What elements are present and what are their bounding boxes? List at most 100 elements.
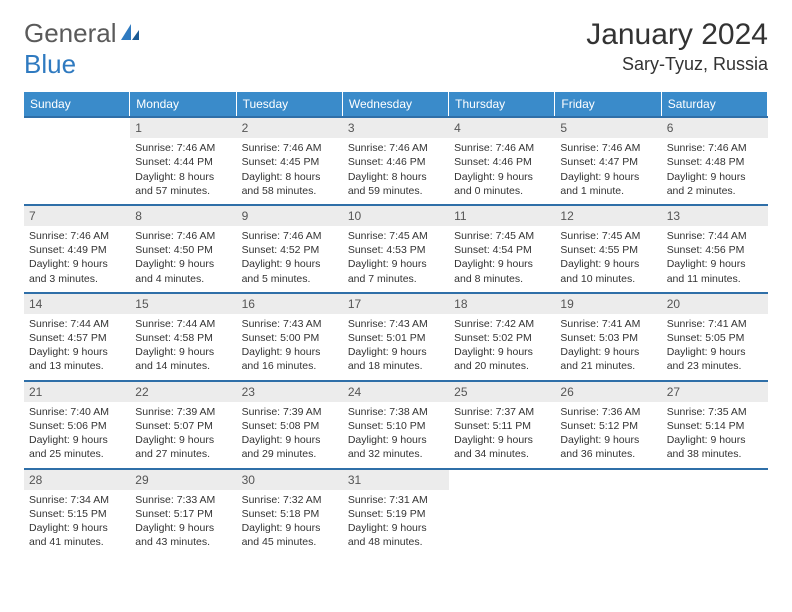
day-body: Sunrise: 7:44 AMSunset: 4:56 PMDaylight:… (662, 226, 768, 292)
sunset-line: Sunset: 4:57 PM (29, 331, 125, 345)
day-number: 24 (343, 382, 449, 402)
calendar-cell: 25Sunrise: 7:37 AMSunset: 5:11 PMDayligh… (449, 380, 555, 468)
calendar-cell: 30Sunrise: 7:32 AMSunset: 5:18 PMDayligh… (237, 468, 343, 556)
day-body: Sunrise: 7:37 AMSunset: 5:11 PMDaylight:… (449, 402, 555, 468)
daylight-line: Daylight: 9 hours and 45 minutes. (242, 521, 338, 549)
calendar-cell: 5Sunrise: 7:46 AMSunset: 4:47 PMDaylight… (555, 116, 661, 204)
day-body: Sunrise: 7:35 AMSunset: 5:14 PMDaylight:… (662, 402, 768, 468)
day-body: Sunrise: 7:38 AMSunset: 5:10 PMDaylight:… (343, 402, 449, 468)
weekday-header: Friday (555, 92, 661, 116)
daylight-line: Daylight: 9 hours and 41 minutes. (29, 521, 125, 549)
daylight-line: Daylight: 9 hours and 21 minutes. (560, 345, 656, 373)
daylight-line: Daylight: 9 hours and 3 minutes. (29, 257, 125, 285)
calendar-cell: 15Sunrise: 7:44 AMSunset: 4:58 PMDayligh… (130, 292, 236, 380)
calendar-cell: 28Sunrise: 7:34 AMSunset: 5:15 PMDayligh… (24, 468, 130, 556)
sunrise-line: Sunrise: 7:46 AM (29, 229, 125, 243)
day-body: Sunrise: 7:44 AMSunset: 4:57 PMDaylight:… (24, 314, 130, 380)
sunset-line: Sunset: 5:17 PM (135, 507, 231, 521)
sunset-line: Sunset: 4:58 PM (135, 331, 231, 345)
calendar-cell: 22Sunrise: 7:39 AMSunset: 5:07 PMDayligh… (130, 380, 236, 468)
daylight-line: Daylight: 9 hours and 16 minutes. (242, 345, 338, 373)
day-number: 31 (343, 470, 449, 490)
sunset-line: Sunset: 4:47 PM (560, 155, 656, 169)
day-number: 16 (237, 294, 343, 314)
sunset-line: Sunset: 5:06 PM (29, 419, 125, 433)
day-number: 22 (130, 382, 236, 402)
weekday-header: Wednesday (343, 92, 449, 116)
sunrise-line: Sunrise: 7:38 AM (348, 405, 444, 419)
sunrise-line: Sunrise: 7:42 AM (454, 317, 550, 331)
sunrise-line: Sunrise: 7:46 AM (454, 141, 550, 155)
sunrise-line: Sunrise: 7:36 AM (560, 405, 656, 419)
calendar-cell: 24Sunrise: 7:38 AMSunset: 5:10 PMDayligh… (343, 380, 449, 468)
day-number: 15 (130, 294, 236, 314)
sunset-line: Sunset: 4:56 PM (667, 243, 763, 257)
day-number: 26 (555, 382, 661, 402)
daylight-line: Daylight: 9 hours and 18 minutes. (348, 345, 444, 373)
day-number: 20 (662, 294, 768, 314)
day-number: 2 (237, 118, 343, 138)
sunrise-line: Sunrise: 7:46 AM (667, 141, 763, 155)
sunrise-line: Sunrise: 7:43 AM (242, 317, 338, 331)
calendar-cell: 3Sunrise: 7:46 AMSunset: 4:46 PMDaylight… (343, 116, 449, 204)
daylight-line: Daylight: 9 hours and 8 minutes. (454, 257, 550, 285)
sunrise-line: Sunrise: 7:44 AM (667, 229, 763, 243)
daylight-line: Daylight: 9 hours and 32 minutes. (348, 433, 444, 461)
daylight-line: Daylight: 9 hours and 27 minutes. (135, 433, 231, 461)
day-body: Sunrise: 7:46 AMSunset: 4:45 PMDaylight:… (237, 138, 343, 204)
logo-sail-icon (119, 18, 141, 49)
sunset-line: Sunset: 4:45 PM (242, 155, 338, 169)
daylight-line: Daylight: 9 hours and 25 minutes. (29, 433, 125, 461)
daylight-line: Daylight: 9 hours and 5 minutes. (242, 257, 338, 285)
sunrise-line: Sunrise: 7:46 AM (348, 141, 444, 155)
sunset-line: Sunset: 4:53 PM (348, 243, 444, 257)
sunrise-line: Sunrise: 7:40 AM (29, 405, 125, 419)
day-number: 28 (24, 470, 130, 490)
daylight-line: Daylight: 9 hours and 10 minutes. (560, 257, 656, 285)
calendar-cell: 17Sunrise: 7:43 AMSunset: 5:01 PMDayligh… (343, 292, 449, 380)
day-body: Sunrise: 7:32 AMSunset: 5:18 PMDaylight:… (237, 490, 343, 556)
daylight-line: Daylight: 9 hours and 7 minutes. (348, 257, 444, 285)
sunrise-line: Sunrise: 7:46 AM (242, 141, 338, 155)
daylight-line: Daylight: 9 hours and 1 minute. (560, 170, 656, 198)
logo-text-2: Blue (24, 49, 76, 79)
day-body: Sunrise: 7:45 AMSunset: 4:55 PMDaylight:… (555, 226, 661, 292)
sunset-line: Sunset: 4:55 PM (560, 243, 656, 257)
day-number: 10 (343, 206, 449, 226)
day-body: Sunrise: 7:42 AMSunset: 5:02 PMDaylight:… (449, 314, 555, 380)
sunrise-line: Sunrise: 7:46 AM (135, 229, 231, 243)
sunset-line: Sunset: 5:11 PM (454, 419, 550, 433)
sunset-line: Sunset: 5:18 PM (242, 507, 338, 521)
day-number: 23 (237, 382, 343, 402)
sunset-line: Sunset: 5:19 PM (348, 507, 444, 521)
calendar-cell: 4Sunrise: 7:46 AMSunset: 4:46 PMDaylight… (449, 116, 555, 204)
day-number: 21 (24, 382, 130, 402)
sunrise-line: Sunrise: 7:46 AM (242, 229, 338, 243)
logo-text-1: General (24, 18, 117, 48)
day-number: 25 (449, 382, 555, 402)
day-number: 12 (555, 206, 661, 226)
sunset-line: Sunset: 5:03 PM (560, 331, 656, 345)
calendar-cell-empty (662, 468, 768, 556)
sunrise-line: Sunrise: 7:41 AM (667, 317, 763, 331)
daylight-line: Daylight: 9 hours and 23 minutes. (667, 345, 763, 373)
sunset-line: Sunset: 5:01 PM (348, 331, 444, 345)
sunrise-line: Sunrise: 7:31 AM (348, 493, 444, 507)
daylight-line: Daylight: 9 hours and 48 minutes. (348, 521, 444, 549)
daylight-line: Daylight: 9 hours and 2 minutes. (667, 170, 763, 198)
day-number: 18 (449, 294, 555, 314)
sunset-line: Sunset: 5:08 PM (242, 419, 338, 433)
sunset-line: Sunset: 5:00 PM (242, 331, 338, 345)
day-body: Sunrise: 7:33 AMSunset: 5:17 PMDaylight:… (130, 490, 236, 556)
calendar-cell: 11Sunrise: 7:45 AMSunset: 4:54 PMDayligh… (449, 204, 555, 292)
sunrise-line: Sunrise: 7:39 AM (242, 405, 338, 419)
day-body: Sunrise: 7:45 AMSunset: 4:54 PMDaylight:… (449, 226, 555, 292)
day-number: 27 (662, 382, 768, 402)
day-number: 4 (449, 118, 555, 138)
day-body: Sunrise: 7:39 AMSunset: 5:07 PMDaylight:… (130, 402, 236, 468)
day-body: Sunrise: 7:46 AMSunset: 4:49 PMDaylight:… (24, 226, 130, 292)
sunrise-line: Sunrise: 7:43 AM (348, 317, 444, 331)
day-number: 8 (130, 206, 236, 226)
calendar-cell: 14Sunrise: 7:44 AMSunset: 4:57 PMDayligh… (24, 292, 130, 380)
sunrise-line: Sunrise: 7:46 AM (560, 141, 656, 155)
